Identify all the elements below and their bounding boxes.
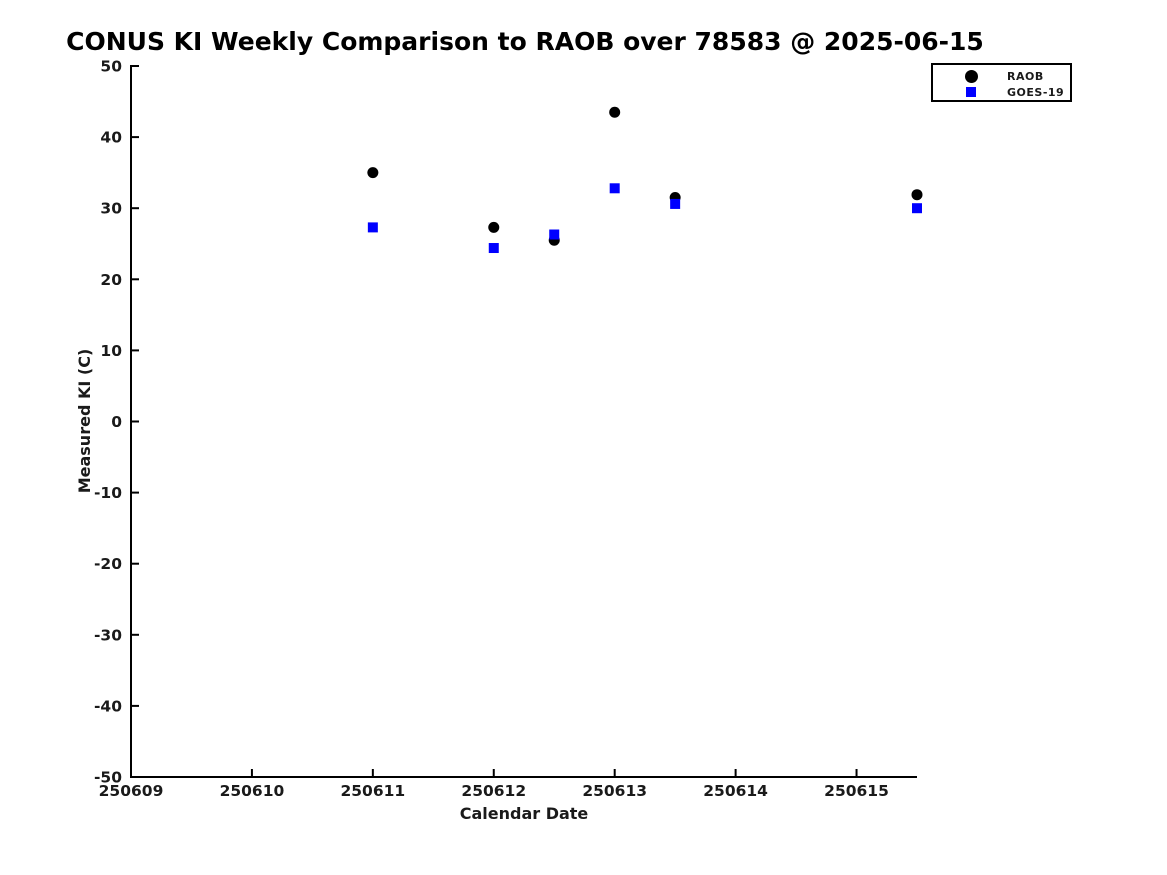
y-tick-label: 50: [100, 58, 122, 76]
x-tick-label: 250611: [340, 782, 405, 800]
legend-label-raob: RAOB: [1007, 69, 1044, 83]
chart-title: CONUS KI Weekly Comparison to RAOB over …: [66, 27, 984, 56]
data-point-raob: [367, 167, 379, 179]
y-tick-label: -50: [94, 769, 122, 787]
y-tick-label: -40: [94, 697, 122, 715]
y-tick-label: 10: [100, 342, 122, 360]
x-tick-label: 250609: [99, 782, 164, 800]
y-tick-label: 0: [111, 413, 122, 431]
data-point-goes-19: [670, 198, 681, 209]
x-axis-title: Calendar Date: [459, 804, 589, 823]
y-tick-label: 20: [100, 271, 122, 289]
data-point-goes-19: [367, 222, 378, 233]
x-tick-label: 250614: [703, 782, 768, 800]
goes19-square-icon: [964, 85, 978, 99]
y-tick-label: 40: [100, 129, 122, 147]
y-tick-label: -20: [94, 555, 122, 573]
x-tick-label: 250615: [824, 782, 889, 800]
x-tick-label: 250613: [582, 782, 647, 800]
y-tick-label: 30: [100, 200, 122, 218]
legend: RAOB GOES-19: [931, 63, 1072, 102]
y-tick-label: -10: [94, 484, 122, 502]
data-point-goes-19: [488, 243, 499, 254]
y-tick-label: -30: [94, 626, 122, 644]
legend-label-goes19: GOES-19: [1007, 85, 1065, 99]
x-tick-label: 250612: [461, 782, 526, 800]
data-point-raob: [609, 106, 621, 118]
legend-item-raob: RAOB: [933, 68, 1070, 84]
data-point-goes-19: [912, 203, 922, 214]
legend-item-goes19: GOES-19: [933, 84, 1070, 100]
x-tick-label: 250610: [220, 782, 285, 800]
raob-circle-icon: [964, 69, 978, 83]
data-point-raob: [911, 189, 923, 201]
data-point-goes-19: [549, 229, 560, 240]
data-point-goes-19: [609, 183, 620, 194]
data-point-raob: [488, 221, 500, 233]
